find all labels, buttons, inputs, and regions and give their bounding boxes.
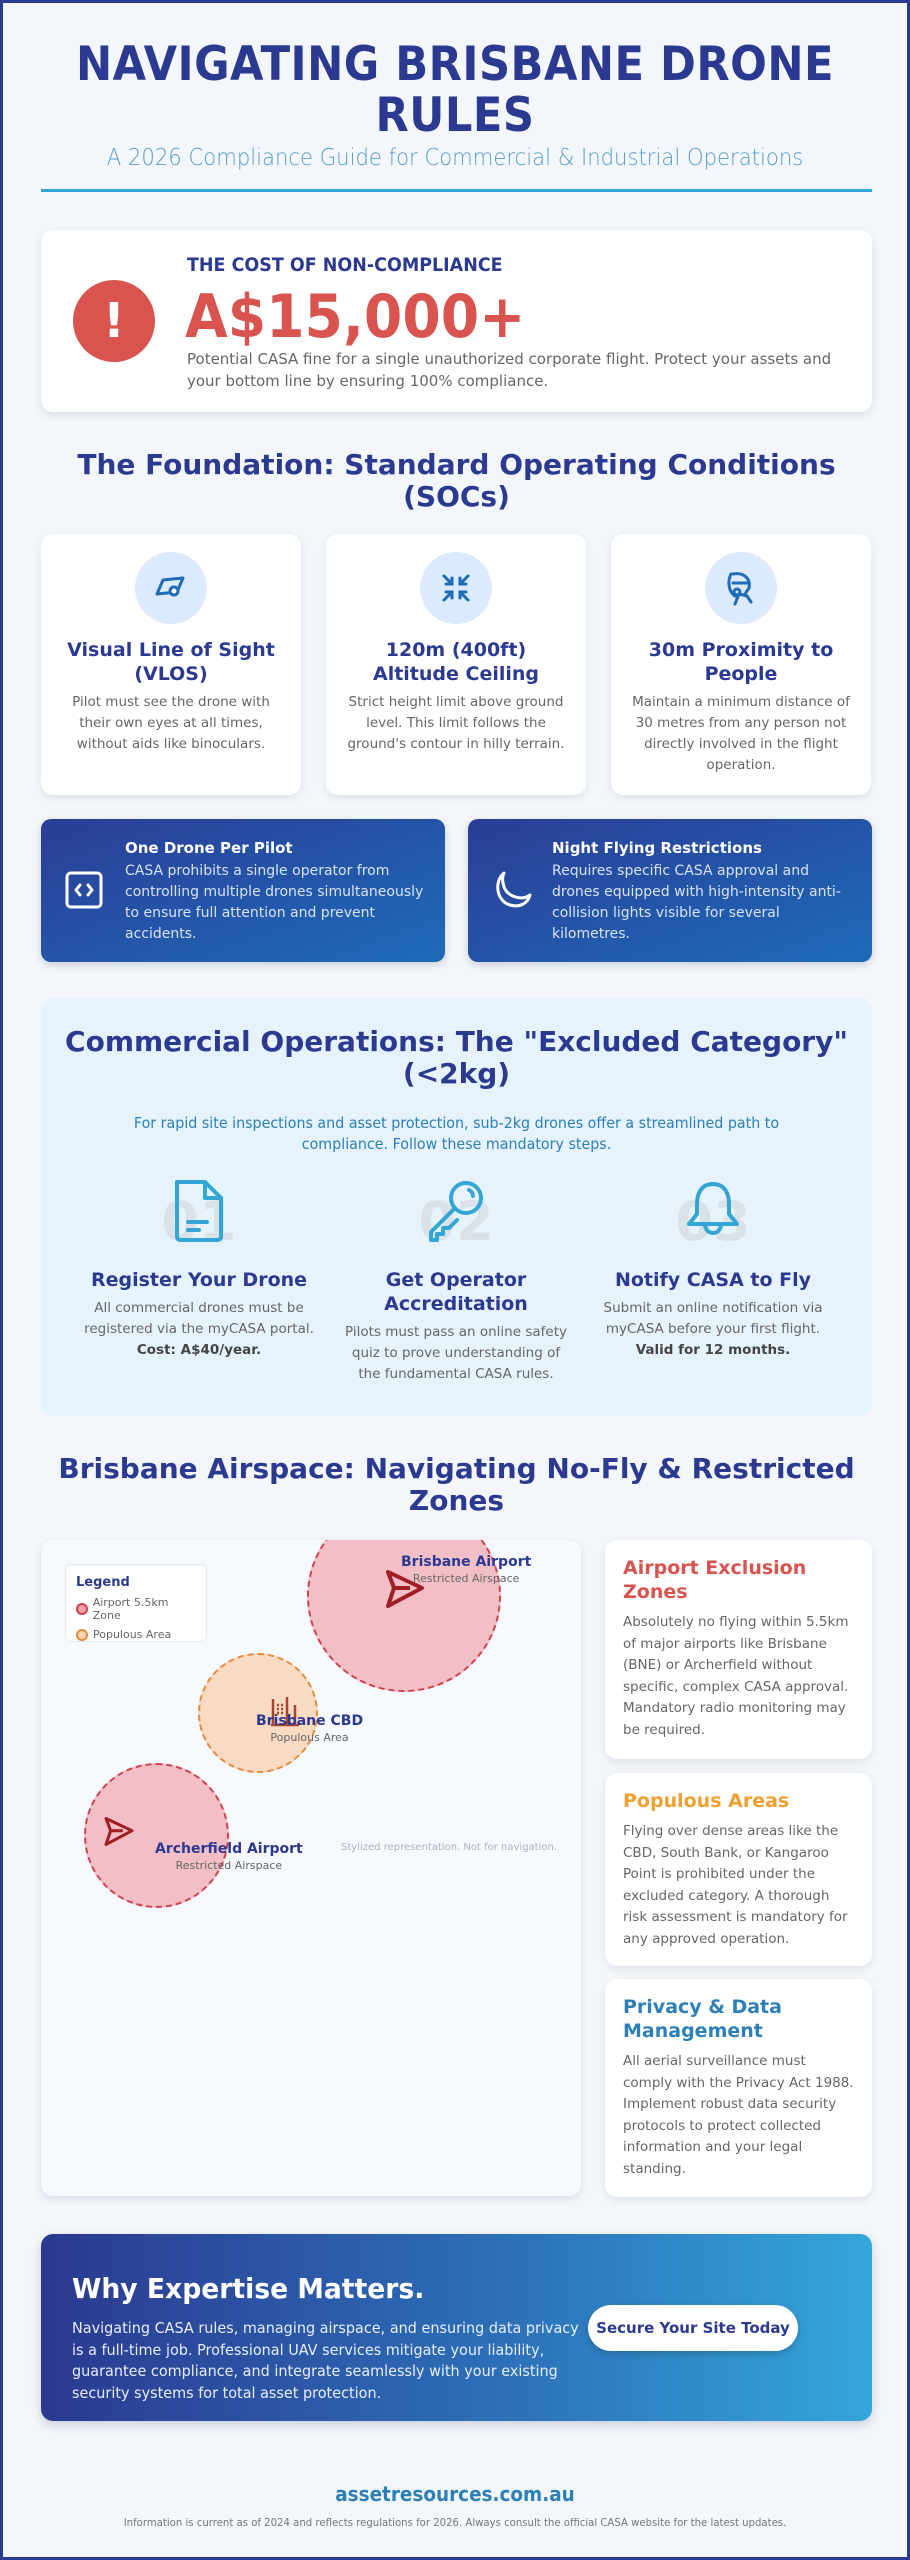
footer-site-link[interactable]: assetresources.com.au (335, 2482, 575, 2506)
info-card-populous: Populous Areas Flying over dense areas l… (605, 1773, 872, 1966)
step-emphasis: Valid for 12 months. (635, 1342, 791, 1358)
map-legend: Legend Airport 5.5km Zone Populous Area (65, 1564, 207, 1642)
info-title: Privacy & Data Management (623, 1996, 782, 2042)
step-description: Submit an online notification via myCASA… (603, 1300, 823, 1358)
page-subtitle: A 2026 Compliance Guide for Commercial &… (106, 145, 804, 171)
cta-description: Navigating CASA rules, managing airspace… (72, 2319, 579, 2402)
airport-plane-icon (104, 1817, 134, 1846)
step-title: Get Operator Accreditation (384, 1269, 528, 1315)
soc-section-title: The Foundation: Standard Operating Condi… (77, 448, 836, 513)
highlight-description: Requires specific CASA approval and dron… (552, 863, 841, 942)
highlight-title: One Drone Per Pilot (125, 839, 293, 857)
soc-title: Visual Line of Sight (VLOS) (67, 639, 275, 685)
info-description: All aerial surveillance must comply with… (623, 2053, 854, 2177)
info-title: Airport Exclusion Zones (623, 1557, 807, 1603)
legend-swatch (76, 1628, 88, 1641)
step-number: 03 (675, 1190, 751, 1253)
city-buildings-icon (271, 1697, 299, 1727)
footer-note: Information is current as of 2024 and re… (123, 2516, 787, 2529)
key-icon (331, 1178, 581, 1244)
airspace-section-title: Brisbane Airspace: Navigating No-Fly & R… (58, 1452, 855, 1517)
cost-description: Potential CASA fine for a single unautho… (187, 350, 832, 390)
cost-label: THE COST OF NON-COMPLIANCE (187, 254, 503, 276)
highlight-night-flying: Night Flying Restrictions Requires speci… (468, 819, 872, 962)
secure-site-button[interactable]: Secure Your Site Today (588, 2305, 798, 2351)
soc-description: Strict height limit above ground level. … (347, 694, 565, 752)
bell-icon (588, 1178, 838, 1244)
line-of-sight-icon (135, 552, 207, 624)
soc-title: 120m (400ft) Altitude Ceiling (372, 639, 540, 685)
proximity-people-icon (705, 552, 777, 624)
page-title: NAVIGATING BRISBANE DRONE RULES (75, 37, 835, 143)
soc-description: Pilot must see the drone with their own … (72, 694, 270, 752)
legend-item-airport: Airport 5.5km Zone (76, 1596, 196, 1622)
step-emphasis: Cost: A$40/year. (136, 1342, 262, 1358)
step-accreditation: 02 Get Operator Accreditation Pilots mus… (331, 1178, 581, 1385)
cost-card: ! THE COST OF NON-COMPLIANCE A$15,000+ P… (41, 230, 872, 412)
highlight-description: CASA prohibits a single operator from co… (125, 863, 424, 942)
map-label-brisbane-airport: Brisbane Airport Restricted Airspace (401, 1554, 532, 1585)
highlight-title: Night Flying Restrictions (552, 839, 762, 857)
exclamation-icon: ! (73, 280, 155, 362)
header-divider (41, 189, 872, 192)
footer: assetresources.com.au Information is cur… (3, 2482, 907, 2529)
cost-amount: A$15,000+ (185, 282, 526, 352)
step-notify: 03 Notify CASA to Fly Submit an online n… (588, 1178, 838, 1361)
header: NAVIGATING BRISBANE DRONE RULES A 2026 C… (3, 39, 907, 171)
soc-description: Maintain a minimum distance of 30 metres… (632, 694, 850, 773)
zone-brisbane-cbd (198, 1653, 318, 1773)
step-register: 01 Register Your Drone All commercial dr… (74, 1178, 324, 1361)
airport-plane-icon (386, 1570, 424, 1608)
legend-item-populous: Populous Area (76, 1628, 196, 1641)
moon-icon (490, 869, 532, 909)
map-label-brisbane-cbd: Brisbane CBD Populous Area (256, 1713, 364, 1744)
map-disclaimer: Stylized representation. Not for navigat… (341, 1842, 557, 1853)
zone-brisbane-airport (307, 1540, 501, 1692)
excluded-title: Commercial Operations: The "Excluded Cat… (65, 1025, 848, 1090)
code-brackets-icon (63, 869, 103, 909)
soc-card-proximity: 30m Proximity to People Maintain a minim… (611, 534, 871, 795)
soc-card-vlos: Visual Line of Sight (VLOS) Pilot must s… (41, 534, 301, 795)
cta-banner: Why Expertise Matters. Navigating CASA r… (41, 2234, 872, 2421)
altitude-compress-icon (420, 552, 492, 624)
document-icon (74, 1178, 324, 1244)
step-description: All commercial drones must be registered… (84, 1300, 314, 1358)
excluded-intro: For rapid site inspections and asset pro… (133, 1114, 780, 1153)
airspace-map: Brisbane Airport Restricted Airspace Bri… (41, 1540, 581, 2196)
info-title: Populous Areas (623, 1790, 790, 1812)
step-description: Pilots must pass an online safety quiz t… (345, 1324, 567, 1382)
map-label-archerfield-airport: Archerfield Airport Restricted Airspace (155, 1841, 303, 1872)
info-description: Absolutely no flying within 5.5km of maj… (623, 1614, 849, 1738)
legend-swatch (76, 1603, 88, 1615)
excluded-category-section: Commercial Operations: The "Excluded Cat… (41, 998, 872, 1416)
step-title: Notify CASA to Fly (614, 1269, 812, 1291)
highlight-one-drone: One Drone Per Pilot CASA prohibits a sin… (41, 819, 445, 962)
info-card-airport: Airport Exclusion Zones Absolutely no fl… (605, 1540, 872, 1759)
soc-card-altitude: 120m (400ft) Altitude Ceiling Strict hei… (326, 534, 586, 795)
info-description: Flying over dense areas like the CBD, So… (623, 1823, 848, 1947)
cta-title: Why Expertise Matters. (72, 2272, 425, 2305)
step-title: Register Your Drone (90, 1269, 308, 1291)
soc-title: 30m Proximity to People (648, 639, 834, 685)
info-card-privacy: Privacy & Data Management All aerial sur… (605, 1979, 872, 2197)
